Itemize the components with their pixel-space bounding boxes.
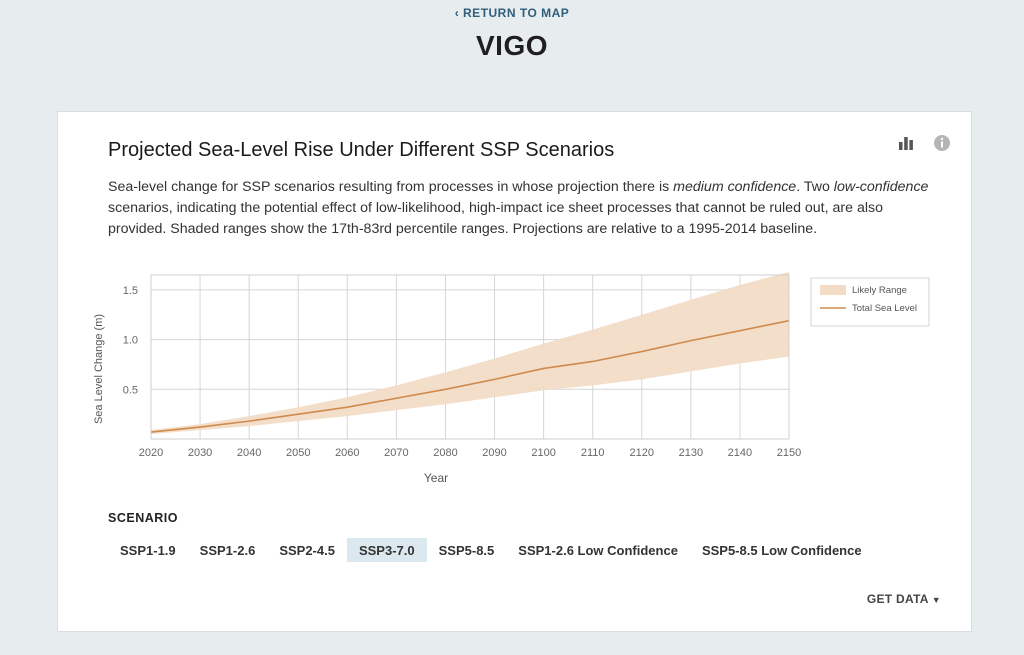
x-tick-label: 2110 [581, 447, 605, 459]
x-tick-label: 2070 [384, 447, 408, 459]
scenario-label: SCENARIO [108, 511, 178, 525]
desc-emphasis-2: low-confidence [833, 179, 929, 195]
desc-part-3: scenarios, indicating the potential effe… [108, 200, 883, 237]
return-to-map-link[interactable]: ‹ RETURN TO MAP [454, 6, 570, 20]
card-tools [897, 134, 951, 152]
legend-range-swatch [820, 285, 846, 295]
sea-level-chart: 2020 2030 2040 2050 2060 2070 2080 2090 2100 2110… [93, 272, 930, 485]
caret-down-icon: ▼ [931, 595, 941, 605]
chart-area: 2020 2030 2040 2050 2060 2070 2080 2090 2100 2110… [58, 260, 973, 500]
bar-chart-icon[interactable] [897, 134, 915, 152]
chart-card: Projected Sea-Level Rise Under Different… [57, 111, 972, 632]
scenario-option-ssp2-4-5[interactable]: SSP2-4.5 [267, 538, 347, 562]
y-tick-label: 1.5 [123, 285, 138, 297]
x-tick-label: 2060 [335, 447, 359, 459]
info-icon[interactable] [933, 134, 951, 152]
x-axis-label: Year [424, 471, 448, 485]
legend-range-label: Likely Range [852, 285, 907, 296]
scenario-option-ssp1-1-9[interactable]: SSP1-1.9 [108, 538, 188, 562]
scenario-option-ssp5-8-5[interactable]: SSP5-8.5 [427, 538, 507, 562]
x-tick-label: 2090 [482, 447, 506, 459]
desc-part-1: Sea-level change for SSP scenarios resul… [108, 179, 674, 195]
likely-range-band [151, 272, 789, 435]
y-axis-label: Sea Level Change (m) [93, 314, 105, 424]
get-data-button[interactable]: GET DATA ▼ [867, 592, 941, 606]
desc-emphasis-1: medium confidence [673, 179, 797, 195]
x-tick-label: 2020 [139, 447, 163, 459]
page-title: VIGO [475, 30, 548, 61]
plot-border [150, 274, 790, 440]
x-tick-label: 2150 [777, 447, 801, 459]
scenario-option-ssp3-7-0[interactable]: SSP3-7.0 [346, 538, 427, 562]
chart-title: Projected Sea-Level Rise Under Different… [108, 139, 615, 161]
total-sea-level-line [150, 319, 790, 433]
get-data-label: GET DATA [866, 592, 929, 606]
scenario-option-ssp1-2-6-low-confidence[interactable]: SSP1-2.6 Low Confidence [506, 538, 690, 562]
scenario-option-ssp1-2-6[interactable]: SSP1-2.6 [188, 538, 268, 562]
chart-description: Sea-level change for SSP scenarios resul… [108, 177, 938, 240]
scenario-selector: SSP1-1.9 SSP1-2.6 SSP2-4.5 SSP3-7.0 SSP5-8.5… [108, 538, 874, 562]
desc-part-2: . Two [796, 179, 834, 195]
x-tick-label: 2040 [237, 447, 261, 459]
x-tick-label: 2030 [188, 447, 212, 459]
y-tick-label: 1.0 [123, 335, 138, 347]
y-tick-label: 0.5 [123, 384, 138, 396]
x-tick-label: 2080 [433, 447, 457, 459]
x-tick-label: 2120 [630, 447, 654, 459]
x-tick-label: 2130 [679, 447, 703, 459]
scenario-option-ssp5-8-5-low-confidence[interactable]: SSP5-8.5 Low Confidence [690, 538, 874, 562]
x-tick-label: 2100 [531, 447, 555, 459]
x-tick-label: 2050 [286, 447, 310, 459]
legend-line-label: Total Sea Level [852, 303, 917, 314]
x-tick-label: 2140 [728, 447, 752, 459]
